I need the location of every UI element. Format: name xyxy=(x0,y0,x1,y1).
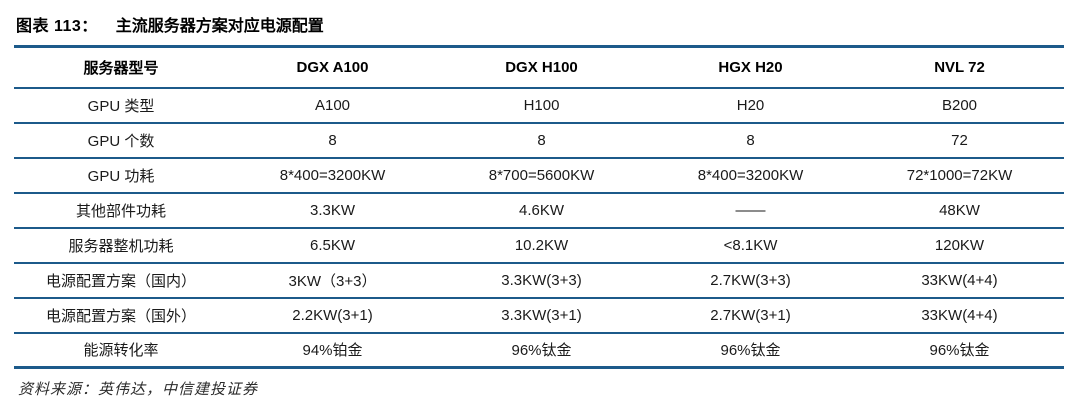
cell-value: 72 xyxy=(855,122,1064,159)
cell-value: 33KW(4+4) xyxy=(855,297,1064,334)
cell-value: 8 xyxy=(228,122,437,159)
figure-title: 图表 113： 主流服务器方案对应电源配置 xyxy=(14,12,1064,36)
cell-value: 8*700=5600KW xyxy=(437,157,646,194)
row-label: 电源配置方案（国外） xyxy=(14,297,228,334)
cell-value: 8 xyxy=(646,122,855,159)
cell-value: 2.7KW(3+3) xyxy=(646,262,855,299)
cell-value: 8 xyxy=(437,122,646,159)
cell-value: 3.3KW xyxy=(228,192,437,229)
cell-value: 2.7KW(3+1) xyxy=(646,297,855,334)
source-note: 资料来源：英伟达，中信建投证券 xyxy=(18,380,259,398)
figure-title-text: 主流服务器方案对应电源配置 xyxy=(115,18,324,35)
row-label: 其他部件功耗 xyxy=(14,192,228,229)
table-row-psu-config-domestic: 电源配置方案（国内） 3KW（3+3） 3.3KW(3+3) 2.7KW(3+3… xyxy=(14,262,1064,299)
cell-value: 96%钛金 xyxy=(511,342,572,360)
cell-value: 72*1000=72KW xyxy=(855,157,1064,194)
cell-value: —— xyxy=(646,192,855,229)
cell-value: 94%铂金 xyxy=(302,342,363,360)
cell-value: 48KW xyxy=(855,192,1064,229)
column-header-dgx-h100: DGX H100 xyxy=(437,46,646,89)
cell-value: B200 xyxy=(855,87,1064,124)
table-row-energy-conversion-rate: 能源转化率 94%铂金 96%钛金 96%钛金 96%钛金 xyxy=(14,333,1064,368)
cell-value: <8.1KW xyxy=(646,227,855,264)
row-label: 服务器整机功耗 xyxy=(14,227,228,264)
column-header-server-model: 服务器型号 xyxy=(14,46,228,89)
cell-value: 2.2KW(3+1) xyxy=(228,297,437,334)
cell-value: 33KW(4+4) xyxy=(855,262,1064,299)
row-label: GPU 类型 xyxy=(14,87,228,124)
cell-value: 3.3KW(3+3) xyxy=(437,262,646,299)
cell-value: 8*400=3200KW xyxy=(228,157,437,194)
cell-value: H100 xyxy=(437,87,646,124)
cell-value: 120KW xyxy=(855,227,1064,264)
row-label: GPU 个数 xyxy=(14,122,228,159)
table-row-other-components-power: 其他部件功耗 3.3KW 4.6KW —— 48KW xyxy=(14,192,1064,229)
cell-value: 4.6KW xyxy=(437,192,646,229)
cell-value: 3.3KW(3+1) xyxy=(437,297,646,334)
row-label: 电源配置方案（国内） xyxy=(14,262,228,299)
table-header-row: 服务器型号 DGX A100 DGX H100 HGX H20 NVL 72 xyxy=(14,46,1064,89)
row-label: GPU 功耗 xyxy=(14,157,228,194)
column-header-hgx-h20: HGX H20 xyxy=(646,46,855,89)
cell-value: 96%钛金 xyxy=(929,342,990,360)
cell-value: H20 xyxy=(646,87,855,124)
table-row-gpu-count: GPU 个数 8 8 8 72 xyxy=(14,122,1064,159)
column-header-dgx-a100: DGX A100 xyxy=(228,46,437,89)
table-row-server-total-power: 服务器整机功耗 6.5KW 10.2KW <8.1KW 120KW xyxy=(14,227,1064,264)
figure-number: 图表 113： xyxy=(16,18,98,35)
cell-value: 8*400=3200KW xyxy=(646,157,855,194)
table-row-psu-config-overseas: 电源配置方案（国外） 2.2KW(3+1) 3.3KW(3+1) 2.7KW(3… xyxy=(14,297,1064,334)
table-row-gpu-power: GPU 功耗 8*400=3200KW 8*700=5600KW 8*400=3… xyxy=(14,157,1064,194)
table-row-gpu-type: GPU 类型 A100 H100 H20 B200 xyxy=(14,87,1064,124)
cell-value: 10.2KW xyxy=(437,227,646,264)
server-power-config-table: 服务器型号 DGX A100 DGX H100 HGX H20 NVL 72 G… xyxy=(14,45,1064,369)
cell-value: 6.5KW xyxy=(228,227,437,264)
column-header-nvl-72: NVL 72 xyxy=(855,46,1064,89)
cell-value: 96%钛金 xyxy=(720,342,781,360)
cell-value: 3KW（3+3） xyxy=(228,262,437,299)
row-label: 能源转化率 xyxy=(83,342,159,360)
cell-value: A100 xyxy=(228,87,437,124)
